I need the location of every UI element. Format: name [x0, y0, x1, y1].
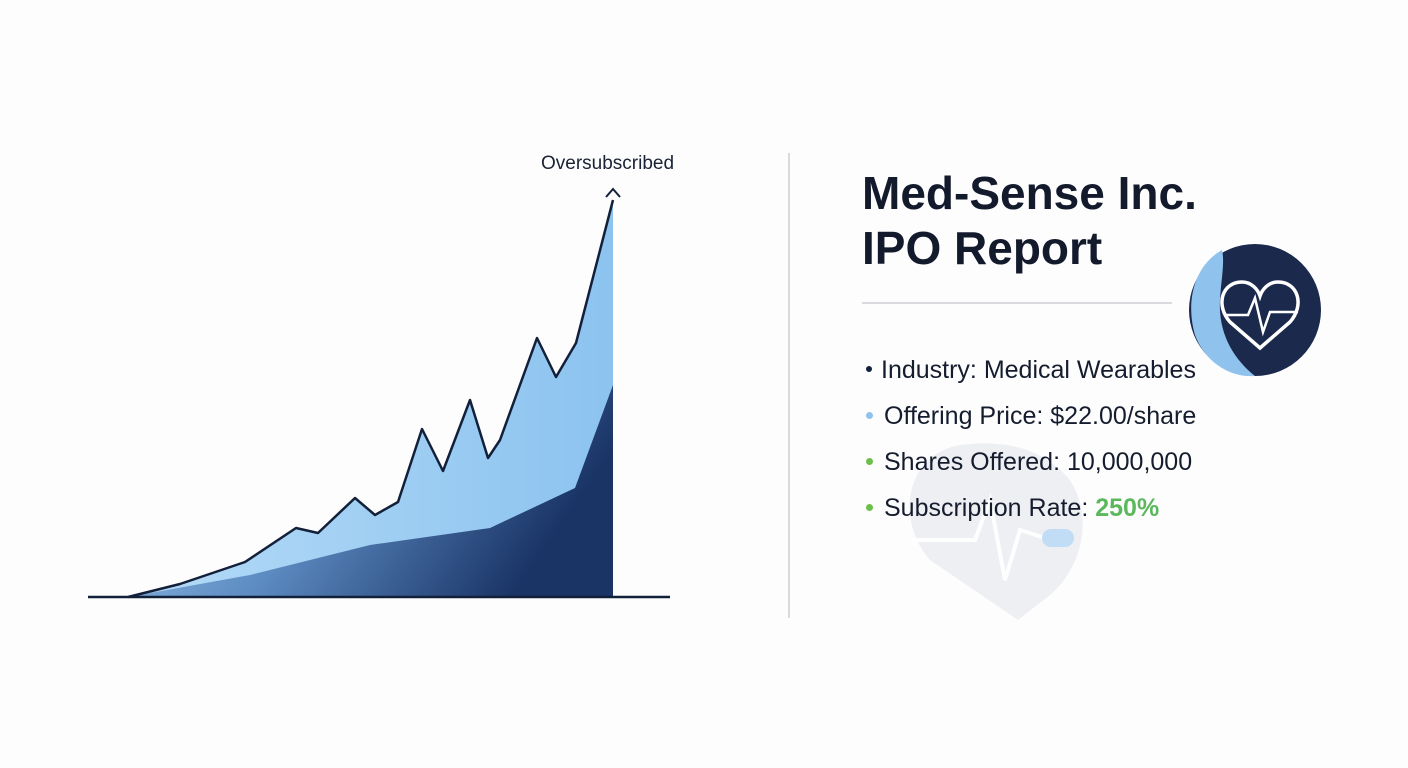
background-heart [909, 443, 1083, 620]
area-dark [128, 385, 613, 597]
title-line: Med-Sense Inc. [862, 167, 1197, 219]
heart-icon [1189, 244, 1321, 377]
bullet [866, 457, 873, 465]
detail-value: Medical Wearables [983, 356, 1196, 384]
trend-line [127, 199, 615, 599]
detail-value: 250% [1095, 494, 1160, 522]
detail-label: Shares Offered: [884, 448, 1061, 476]
detail-item: Industry: Medical Wearables [866, 358, 1196, 383]
detail-item: Subscription Rate: 250% [866, 496, 1159, 521]
detail-value: 10,000,000 [1066, 448, 1193, 476]
bullet [866, 366, 872, 373]
detail-item: Offering Price: $22.00/share [866, 404, 1196, 429]
detail-item: Shares Offered: 10,000,000 [866, 450, 1192, 475]
title-line: IPO Report [862, 222, 1103, 274]
annotation: Oversubscribed [541, 153, 675, 174]
caret [605, 187, 621, 198]
area-light [128, 200, 613, 597]
detail-label: Offering Price: [884, 402, 1044, 430]
bullet [866, 411, 873, 419]
bullet [866, 503, 873, 511]
detail-value: $22.00/share [1050, 402, 1197, 430]
detail-label: Industry: [881, 356, 977, 384]
detail-label: Subscription Rate: [884, 494, 1089, 522]
